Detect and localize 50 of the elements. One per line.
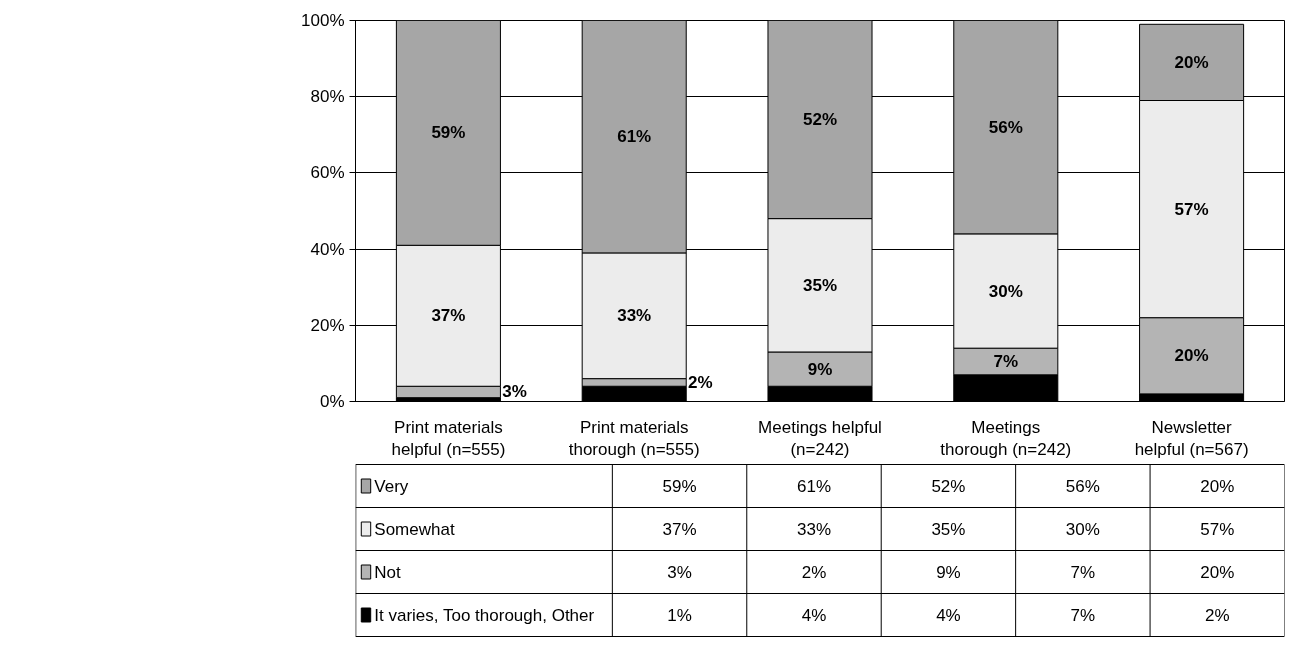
text: 20%: [1200, 562, 1235, 582]
text: 57%: [1200, 519, 1235, 539]
data-label: 56%: [988, 117, 1023, 137]
text: 35%: [931, 519, 966, 539]
data-label: 37%: [431, 306, 466, 326]
data-label: 57%: [1174, 199, 1209, 219]
data-label: 52%: [802, 110, 838, 130]
text: 52%: [931, 476, 966, 496]
text: 7%: [1070, 562, 1096, 582]
data-label: 30%: [988, 281, 1023, 301]
y-tick-label: 20%: [310, 315, 345, 335]
text: 3%: [667, 562, 692, 582]
data-label: 35%: [802, 275, 838, 295]
y-tick-label: 80%: [310, 87, 345, 107]
data-label: 7%: [993, 351, 1019, 371]
data-label: 20%: [1174, 346, 1209, 366]
text: 61%: [796, 476, 832, 496]
x-tick-label: Meetings helpful (n=242): [758, 417, 882, 460]
text: 9%: [936, 562, 961, 582]
data-label: 33%: [617, 306, 652, 326]
y-tick-label: 60%: [310, 163, 345, 183]
text: 20%: [1200, 476, 1235, 496]
legend-label: It varies, Too thorough, Other: [374, 605, 595, 625]
data-label: 61%: [617, 127, 652, 147]
text: 4%: [936, 605, 961, 625]
x-tick-label: Print materials helpful (n=555): [391, 417, 506, 460]
data-label: 20%: [1174, 52, 1209, 72]
data-label: 59%: [431, 123, 466, 143]
text: 2%: [1205, 605, 1230, 625]
text: 59%: [662, 476, 697, 496]
text: 7%: [1070, 605, 1096, 625]
data-label: 3%: [502, 382, 527, 402]
text: 2%: [801, 562, 827, 582]
y-tick-label: 40%: [310, 239, 345, 259]
legend-label: Somewhat: [374, 519, 455, 539]
legend-label: Very: [374, 476, 409, 496]
text: 30%: [1065, 519, 1100, 539]
text: 37%: [662, 519, 697, 539]
x-tick-label: Print materials thorough (n=555): [568, 417, 700, 460]
text: 1%: [667, 605, 692, 625]
y-tick-label: 0%: [319, 392, 345, 411]
y-tick-label: 100%: [301, 11, 345, 30]
x-tick-label: Meetings thorough (n=242): [940, 417, 1072, 460]
data-label: 2%: [688, 372, 713, 392]
text: 56%: [1065, 476, 1100, 496]
legend-label: Not: [374, 562, 402, 582]
text: 33%: [796, 519, 832, 539]
text: 4%: [801, 605, 827, 625]
data-label: 9%: [807, 359, 833, 379]
x-tick-label: Newsletter helpful (n=567): [1134, 417, 1249, 460]
